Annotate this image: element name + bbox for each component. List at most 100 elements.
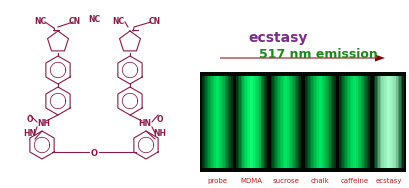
Bar [358, 76, 360, 168]
Text: caffeine: caffeine [339, 178, 368, 184]
Bar [391, 76, 393, 168]
Bar [397, 76, 399, 168]
Bar [236, 76, 238, 168]
Text: NC: NC [88, 15, 100, 24]
Bar [268, 72, 270, 172]
Text: 517 nm emission: 517 nm emission [258, 48, 376, 61]
Bar [352, 76, 354, 168]
Bar [282, 76, 284, 168]
Bar [348, 76, 350, 168]
Bar [204, 76, 207, 168]
Bar [278, 76, 280, 168]
Bar [324, 76, 326, 168]
Bar [270, 76, 272, 168]
Bar [252, 76, 254, 168]
Bar [376, 76, 378, 168]
Bar [260, 76, 262, 168]
Text: NH: NH [37, 118, 50, 127]
Bar [217, 76, 219, 168]
Bar [360, 76, 362, 168]
Bar [220, 76, 222, 168]
Bar [310, 76, 312, 168]
Bar [309, 76, 311, 168]
Bar [312, 76, 314, 168]
Bar [307, 76, 309, 168]
Bar [302, 72, 304, 172]
Bar [285, 76, 287, 168]
Bar [272, 76, 274, 168]
Bar [265, 76, 267, 168]
Bar [346, 76, 348, 168]
Bar [245, 76, 247, 168]
Text: ecstasy: ecstasy [248, 31, 307, 45]
Bar [209, 76, 211, 168]
Bar [299, 76, 301, 168]
Text: ecstasy: ecstasy [375, 178, 401, 184]
Text: O: O [156, 114, 163, 124]
Bar [287, 76, 289, 168]
Bar [291, 76, 293, 168]
Bar [402, 76, 404, 168]
Bar [257, 76, 259, 168]
Bar [254, 76, 256, 168]
Bar [297, 76, 299, 168]
Bar [290, 76, 292, 168]
Bar [316, 76, 318, 168]
Bar [246, 76, 248, 168]
Bar [322, 76, 324, 168]
Bar [394, 76, 396, 168]
Bar [281, 76, 283, 168]
Bar [392, 76, 394, 168]
Bar [349, 76, 351, 168]
Bar [340, 76, 342, 168]
Bar [203, 76, 205, 168]
Bar [304, 76, 306, 168]
Bar [330, 76, 332, 168]
Bar [400, 76, 402, 168]
Bar [239, 76, 241, 168]
Bar [206, 76, 208, 168]
Bar [351, 76, 353, 168]
Bar [333, 76, 335, 168]
Bar [218, 76, 220, 168]
Bar [383, 76, 385, 168]
Bar [373, 76, 375, 168]
Bar [313, 76, 315, 168]
Bar [355, 76, 357, 168]
Bar [342, 76, 344, 168]
Bar [221, 76, 223, 168]
Bar [382, 76, 384, 168]
Text: O: O [90, 149, 97, 158]
Bar [380, 76, 382, 168]
Bar [321, 76, 323, 168]
Bar [248, 76, 250, 168]
Bar [202, 76, 204, 168]
Text: NH: NH [153, 129, 166, 137]
Bar [249, 76, 252, 168]
Bar [389, 76, 391, 168]
Bar [215, 76, 217, 168]
Text: chalk: chalk [310, 178, 329, 184]
Bar [319, 76, 321, 168]
Bar [243, 76, 245, 168]
Bar [357, 76, 359, 168]
Bar [306, 76, 308, 168]
Bar [296, 76, 298, 168]
Bar [331, 76, 333, 168]
Bar [263, 76, 265, 168]
Bar [240, 76, 242, 168]
Bar [396, 76, 398, 168]
Bar [274, 76, 276, 168]
Bar [207, 76, 209, 168]
Bar [387, 76, 389, 168]
Bar [293, 76, 295, 168]
Bar [363, 76, 365, 168]
Bar [379, 76, 381, 168]
FancyArrow shape [220, 55, 384, 61]
Bar [258, 76, 261, 168]
Text: HN: HN [138, 118, 151, 127]
Text: HN: HN [23, 129, 36, 137]
Text: CN: CN [69, 17, 81, 26]
Bar [371, 72, 373, 172]
Text: NC: NC [34, 17, 46, 26]
